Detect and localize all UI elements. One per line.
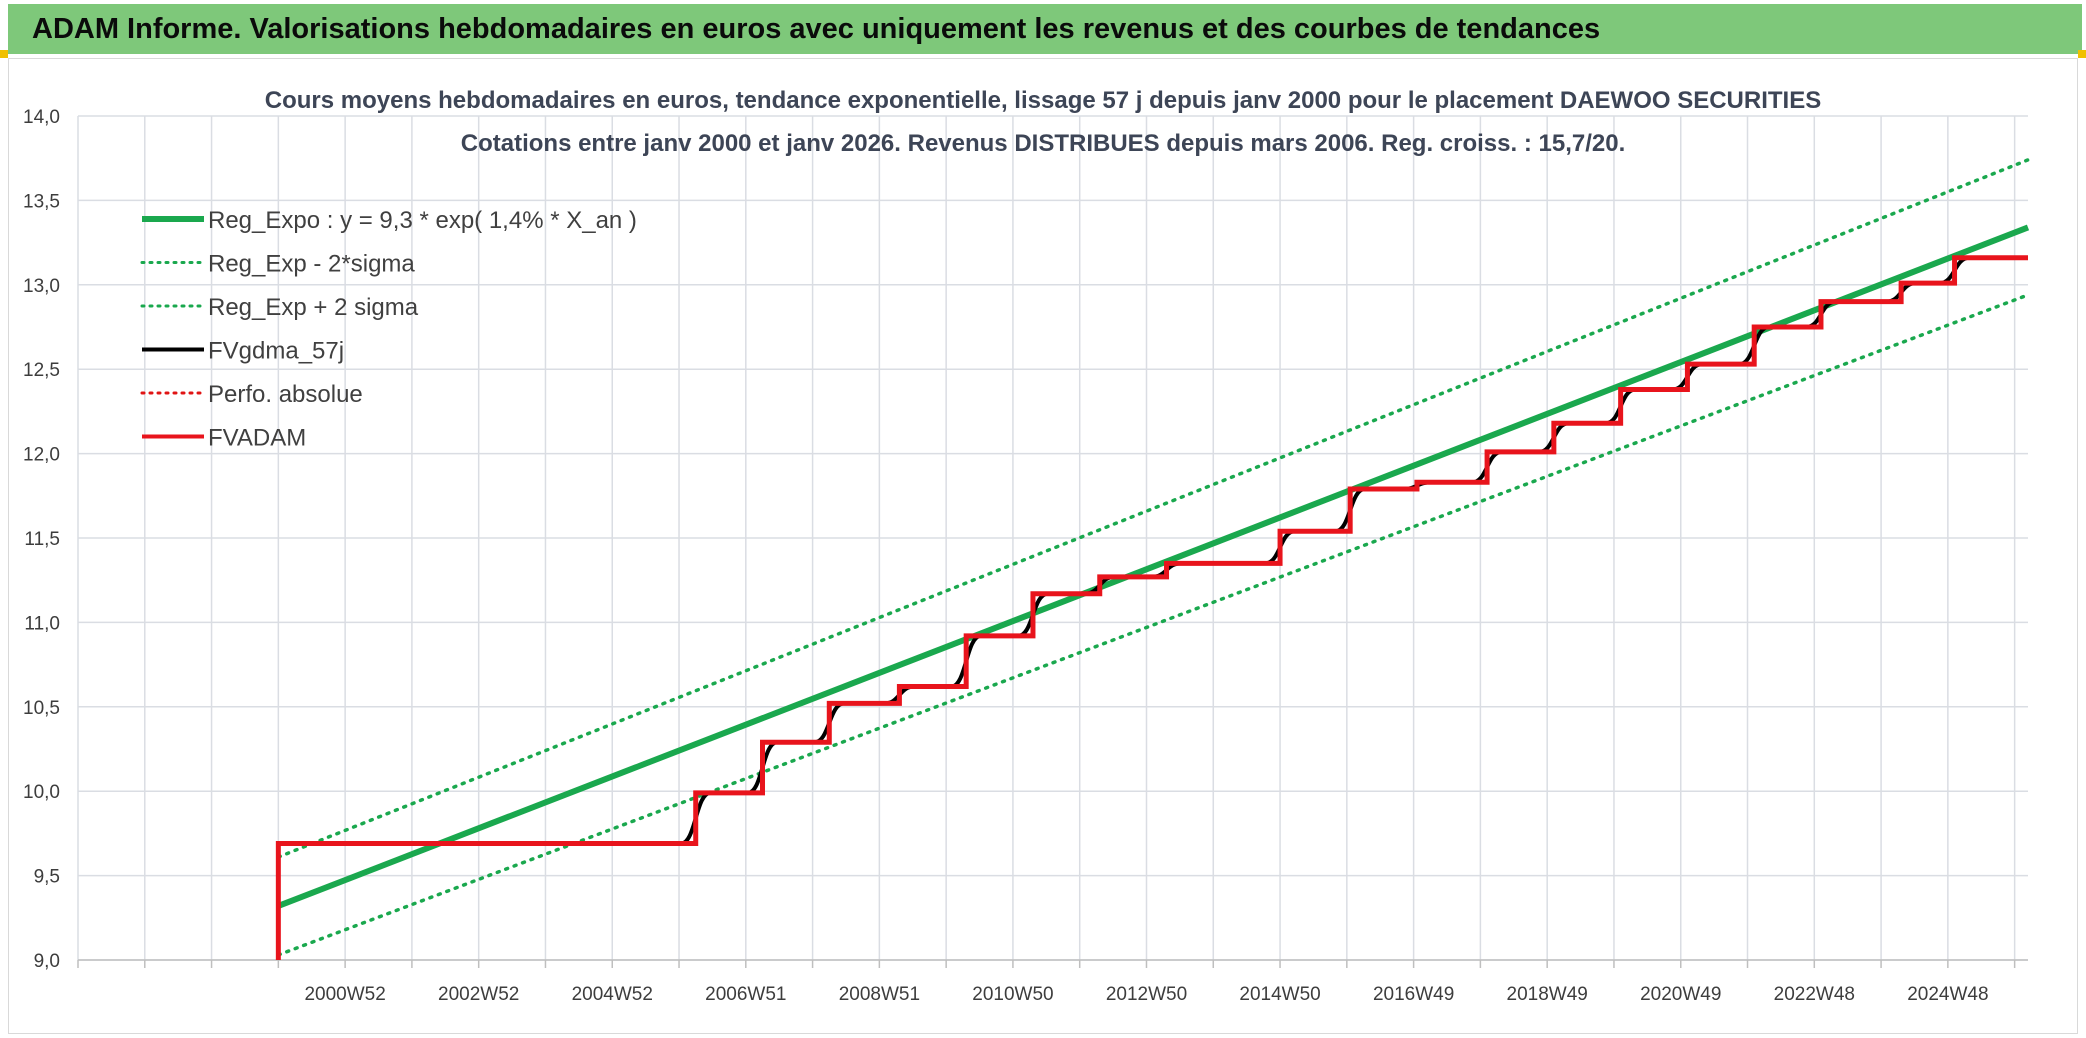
legend-label: Perfo. absolue [208,381,363,408]
corner-marker-right [2078,50,2086,58]
report-banner: ADAM Informe. Valorisations hebdomadaire… [8,4,2082,54]
series-regression-line [277,224,2030,909]
x-tick-label: 2002W52 [438,984,519,1005]
legend-label: Reg_Exp + 2 sigma [208,294,419,321]
chart-frame [8,58,2078,1034]
legend-label: Reg_Expo : y = 9,3 * exp( 1,4% * X_an ) [208,207,637,234]
y-tick-label: 9,0 [34,951,60,972]
y-tick-label: 10,5 [23,698,60,719]
series-layer [275,158,2030,960]
x-tick-label: 2008W51 [839,984,920,1005]
x-tick-label: 2014W50 [1239,984,1320,1005]
x-tick-label: 2020W49 [1640,984,1721,1005]
x-tick-label: 2010W50 [972,984,1053,1005]
axis-layer: 9,0 9,5 10,0 10,5 11,0 11,5 12,0 12,5 13,0 13,5 14… [23,107,2028,1005]
chart-title-line-2: Cotations entre janv 2000 et janv 2026. … [461,130,1626,157]
x-tick-label: 2000W52 [304,984,385,1005]
x-tick-label: 2006W51 [705,984,786,1005]
y-tick-label: 13,0 [23,276,60,297]
series-sigma-band-line [276,293,2030,957]
x-tick-label: 2016W49 [1373,984,1454,1005]
legend-label: FVgdma_57j [208,338,344,365]
x-tick-label: 2012W50 [1106,984,1187,1005]
chart-title-line-1: Cours moyens hebdomadaires en euros, ten… [265,87,1821,114]
legend: Reg_Expo : y = 9,3 * exp( 1,4% * X_an ) R… [140,207,637,452]
x-tick-label: 2022W48 [1774,984,1855,1005]
legend-label: Reg_Exp - 2*sigma [208,251,415,278]
series-sigma-band-line [276,158,2030,859]
x-tick-label: 2024W48 [1907,984,1988,1005]
x-tick-label: 2004W52 [572,984,653,1005]
y-tick-label: 12,0 [23,445,60,466]
y-tick-label: 13,5 [23,191,60,212]
y-tick-label: 9,5 [34,867,60,888]
legend-label: FVADAM [208,425,306,452]
y-tick-label: 10,0 [23,782,60,803]
grid-layer [77,115,2028,961]
y-tick-label: 11,5 [24,529,60,550]
series-fvadam-line [275,255,2028,960]
corner-marker-left [0,50,8,58]
x-tick-label: 2018W49 [1507,984,1588,1005]
report-title: ADAM Informe. Valorisations hebdomadaire… [32,12,1601,45]
y-tick-label: 14,0 [23,107,60,128]
y-tick-label: 12,5 [23,360,60,381]
y-tick-label: 11,0 [24,613,60,634]
